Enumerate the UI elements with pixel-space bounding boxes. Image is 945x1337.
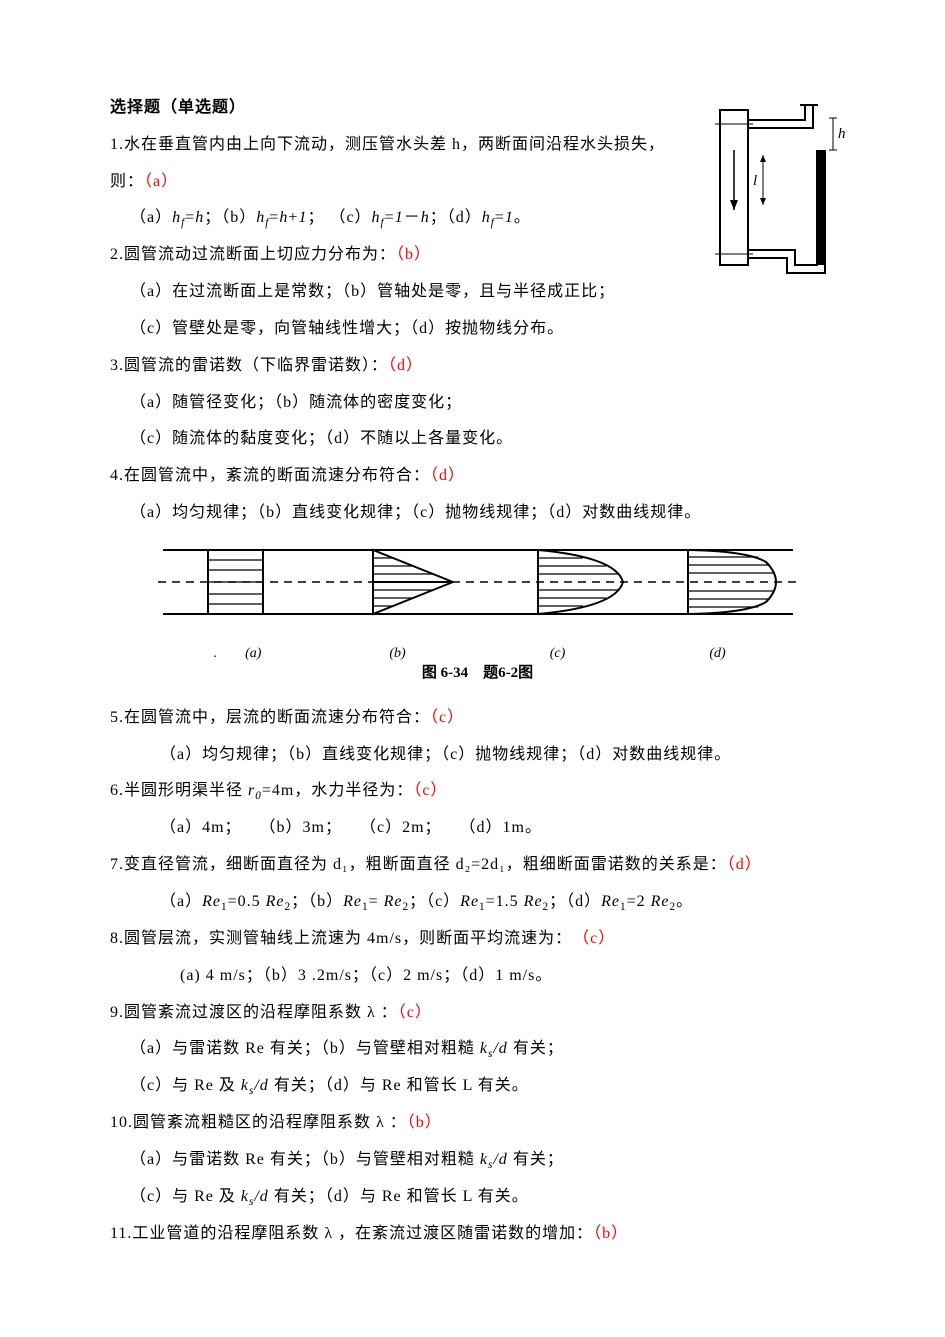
q9-opts-ab: （a）与雷诺数 Re 有关；（b）与管壁相对粗糙 ks/d 有关； — [110, 1031, 845, 1068]
q9-text: 9.圆管紊流过渡区的沿程摩阻系数 λ ： — [110, 1004, 398, 1021]
q3-text: 3.圆管流的雷诺数（下临界雷诺数）： — [110, 357, 388, 374]
q7-options: （a）Re1=0.5 Re2；（b）Re1= Re2；（c）Re1=1.5 Re… — [110, 884, 845, 921]
q6-stem: 6.半圆形明渠半径 r0=4m，水力半径为：（c） — [110, 773, 845, 810]
q1-text: 1.水在垂直管内由上向下流动，测压管水头差 h，两断面间沿程水头损失，则： — [110, 136, 665, 190]
q10-answer: （b） — [407, 1114, 442, 1131]
q3-stem: 3.圆管流的雷诺数（下临界雷诺数）：（d） — [110, 348, 845, 385]
q2-answer: （b） — [396, 246, 431, 263]
q10-stem: 10.圆管紊流粗糙区的沿程摩阻系数 λ ：（b） — [110, 1105, 845, 1142]
q10-text: 10.圆管紊流粗糙区的沿程摩阻系数 λ ： — [110, 1114, 407, 1131]
q11-text: 11.工业管道的沿程摩阻系数 λ ，在紊流过渡区随雷诺数的增加： — [110, 1225, 593, 1242]
pipe-diagram: h l — [695, 90, 845, 295]
q10-opts-ab: （a）与雷诺数 Re 有关；（b）与管壁相对粗糙 ks/d 有关； — [110, 1142, 845, 1179]
q8-stem: 8.圆管层流，实测管轴线上流速为 4m/s，则断面平均流速为： （c） — [110, 921, 845, 958]
label-h: h — [838, 126, 845, 142]
q5-text: 5.在圆管流中，层流的断面流速分布符合： — [110, 709, 430, 726]
q6-options: （a）4m； （b）3m； （c）2m； （d）1m。 — [110, 810, 845, 847]
q9-opts-cd: （c）与 Re 及 ks/d 有关；（d）与 Re 和管长 L 有关。 — [110, 1068, 845, 1105]
q3-opts-cd: （c）随流体的黏度变化；（d）不随以上各量变化。 — [110, 421, 845, 458]
q4-answer: （d） — [430, 467, 465, 484]
q11-answer: （b） — [593, 1225, 628, 1242]
q9-stem: 9.圆管紊流过渡区的沿程摩阻系数 λ ：（c） — [110, 995, 845, 1032]
q11-stem: 11.工业管道的沿程摩阻系数 λ ，在紊流过渡区随雷诺数的增加：（b） — [110, 1216, 845, 1253]
q8-text: 8.圆管层流，实测管轴线上流速为 4m/s，则断面平均流速为： — [110, 930, 564, 947]
q7-stem: 7.变直径管流，细断面直径为 d₁，粗断面直径 d₂=2d₁，粗细断面雷诺数的关… — [110, 847, 845, 884]
label-l: l — [753, 173, 757, 189]
q10-opts-cd: （c）与 Re 及 ks/d 有关；（d）与 Re 和管长 L 有关。 — [110, 1179, 845, 1216]
q4-options: （a）均匀规律；（b）直线变化规律；（c）抛物线规律；（d）对数曲线规律。 — [110, 495, 845, 532]
q4-stem: 4.在圆管流中，紊流的断面流速分布符合：（d） — [110, 458, 845, 495]
q2-opts-cd: （c）管壁处是零，向管轴线性增大；（d）按抛物线分布。 — [110, 311, 845, 348]
q7-text: 7.变直径管流，细断面直径为 d₁，粗断面直径 d₂=2d₁，粗细断面雷诺数的关… — [110, 856, 727, 873]
figure-labels: . (a) (b) (c) (d) — [158, 646, 798, 663]
q9-answer: （c） — [398, 1004, 432, 1021]
q3-opts-ab: （a）随管径变化；（b）随流体的密度变化； — [110, 385, 845, 422]
q8-answer: （c） — [581, 930, 615, 947]
figure-6-34: . (a) (b) (c) (d) 图 6-34 题6-2图 — [110, 542, 845, 685]
q7-answer: （d） — [727, 856, 762, 873]
q8-options: (a) 4 m/s；（b）3 .2m/s；（c）2 m/s；（d）1 m/s。 — [110, 958, 845, 995]
q6-answer: （c） — [413, 782, 447, 799]
q5-answer: （c） — [430, 709, 464, 726]
q4-text: 4.在圆管流中，紊流的断面流速分布符合： — [110, 467, 430, 484]
q5-stem: 5.在圆管流中，层流的断面流速分布符合：（c） — [110, 700, 845, 737]
figure-caption: 图 6-34 题6-2图 — [110, 662, 845, 685]
q3-answer: （d） — [388, 357, 423, 374]
q1-answer: （a） — [144, 173, 178, 190]
q5-options: （a）均匀规律；（b）直线变化规律；（c）抛物线规律；（d）对数曲线规律。 — [110, 737, 845, 774]
q2-text: 2.圆管流动过流断面上切应力分布为： — [110, 246, 396, 263]
